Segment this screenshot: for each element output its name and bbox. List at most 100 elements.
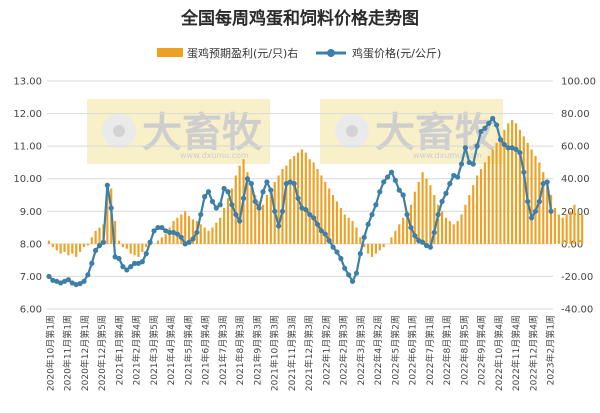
profit-bar [304, 152, 307, 244]
price-point [482, 125, 488, 131]
price-point [330, 244, 336, 250]
x-tick-label: 2021年5月第4周 [182, 315, 194, 385]
legend-line-marker [327, 49, 335, 57]
left-tick-label: 13.00 [13, 77, 42, 88]
watermark-right-brand: 大畜牧 [375, 110, 496, 156]
price-point [474, 143, 480, 149]
price-point [373, 202, 379, 208]
price-point [163, 228, 169, 234]
price-point [233, 211, 239, 218]
x-axis: 2020年10月第1周 2020年11月第1周 2020年12月第1周 2020年12… [45, 315, 557, 391]
left-axis: 6.00 7.00 8.00 9.00 10.00 11.00 12.00 13.00 [13, 77, 42, 316]
profit-bar [565, 214, 568, 244]
x-tick-label: 2021年7月第3周 [217, 315, 229, 385]
price-point [198, 211, 204, 218]
price-point [435, 211, 441, 218]
profit-bar [265, 195, 268, 244]
right-tick-label: -40.00 [561, 305, 593, 316]
profit-bar [320, 175, 323, 244]
profit-bar [180, 214, 183, 244]
profit-bar [534, 155, 537, 244]
profit-bar [254, 195, 257, 244]
watermark-left-brand: 大畜牧 [142, 110, 263, 156]
left-tick-label: 12.00 [13, 109, 42, 120]
profit-bar [514, 123, 518, 244]
profit-bar [557, 214, 560, 244]
x-tick-label: 2020年10月第1周 [45, 315, 57, 391]
price-point [404, 211, 410, 218]
price-point [478, 128, 484, 135]
x-tick-label: 2020年11月第1周 [62, 315, 74, 391]
price-point [61, 278, 68, 284]
profit-bar [351, 221, 354, 244]
price-point [536, 198, 542, 205]
price-point [334, 249, 340, 255]
price-point [322, 231, 328, 237]
profit-bar [300, 149, 304, 244]
price-point [209, 198, 216, 205]
x-tick-label: 2022年4月第2周 [372, 315, 384, 385]
price-point [124, 267, 130, 273]
x-tick-label: 2022年5月第2周 [389, 315, 401, 385]
price-point [143, 251, 149, 257]
price-point [186, 239, 192, 245]
price-point [466, 159, 472, 166]
price-point [396, 187, 402, 193]
price-point [307, 211, 313, 218]
profit-bar [456, 221, 459, 244]
price-point [497, 137, 504, 143]
price-point [388, 169, 395, 175]
profit-bar [199, 224, 202, 244]
profit-bar [121, 243, 124, 248]
price-point [447, 181, 453, 187]
x-tick-label: 2020年12月第1周 [79, 315, 91, 391]
profit-bar [367, 243, 370, 254]
x-tick-label: 2022年7月第1周 [424, 315, 436, 385]
price-point [501, 141, 507, 148]
x-tick-label: 2021年12月第3周 [303, 315, 315, 391]
profit-bar [141, 243, 144, 252]
profit-bar [258, 201, 261, 244]
profit-bar [289, 159, 292, 244]
profit-bar [359, 237, 362, 244]
x-tick-label: 2021年6月第4周 [200, 315, 212, 385]
profit-bar [168, 227, 171, 244]
price-point [155, 224, 161, 231]
price-point [314, 221, 321, 227]
x-tick-label: 2022年10月第4周 [493, 315, 505, 391]
price-point [486, 120, 492, 126]
profit-bar [94, 230, 97, 244]
profit-bar [343, 214, 346, 244]
price-point [221, 185, 227, 192]
profit-bar [71, 243, 74, 254]
profit-bar [184, 211, 187, 244]
profit-bar [394, 230, 397, 244]
profit-bar [468, 195, 471, 244]
price-point [525, 198, 531, 205]
profit-bar [444, 217, 448, 244]
profit-bar [483, 162, 486, 244]
profit-bar [577, 211, 580, 244]
profit-bar [518, 129, 521, 244]
profit-bar [191, 219, 195, 244]
profit-bar [226, 198, 230, 244]
price-point [248, 181, 254, 187]
price-point [326, 238, 332, 244]
profit-bar [164, 234, 167, 244]
profit-bar [133, 243, 136, 256]
profit-bar [269, 188, 272, 244]
x-tick-label: 2021年4月第4周 [165, 315, 177, 385]
price-point [349, 278, 356, 284]
price-point [194, 229, 200, 236]
x-tick-label: 2022年8月第5周 [458, 315, 470, 385]
profit-bar [114, 221, 117, 244]
profit-bar [355, 227, 358, 244]
profit-bar [499, 136, 502, 244]
price-point [509, 145, 515, 151]
right-tick-label: 40.00 [561, 174, 590, 185]
profit-bar [549, 195, 553, 244]
x-tick-label: 2021年10月第3周 [269, 315, 281, 391]
watermark-left: 大畜牧 www.dxumu.com [87, 99, 270, 164]
price-point [54, 278, 60, 284]
price-point [190, 236, 196, 242]
